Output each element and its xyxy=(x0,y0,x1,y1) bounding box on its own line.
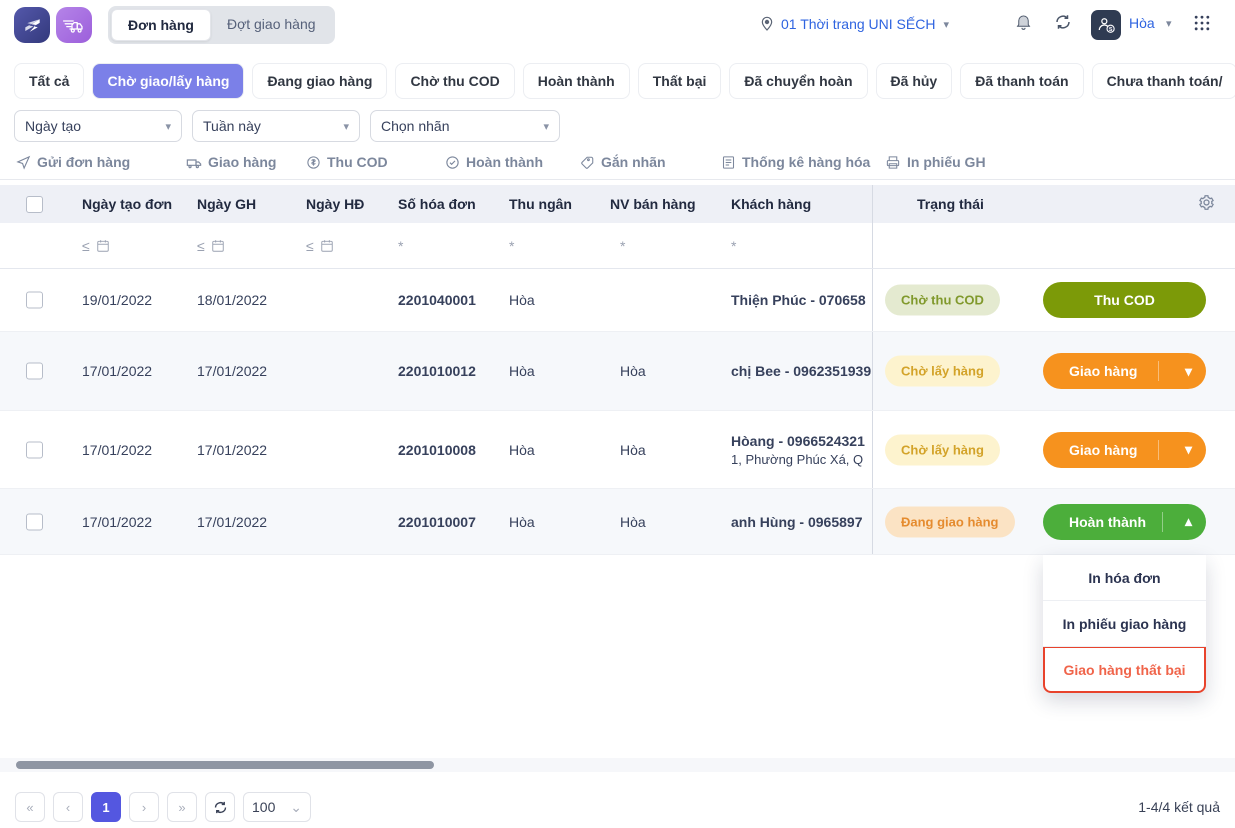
svg-text:S: S xyxy=(1109,27,1113,33)
